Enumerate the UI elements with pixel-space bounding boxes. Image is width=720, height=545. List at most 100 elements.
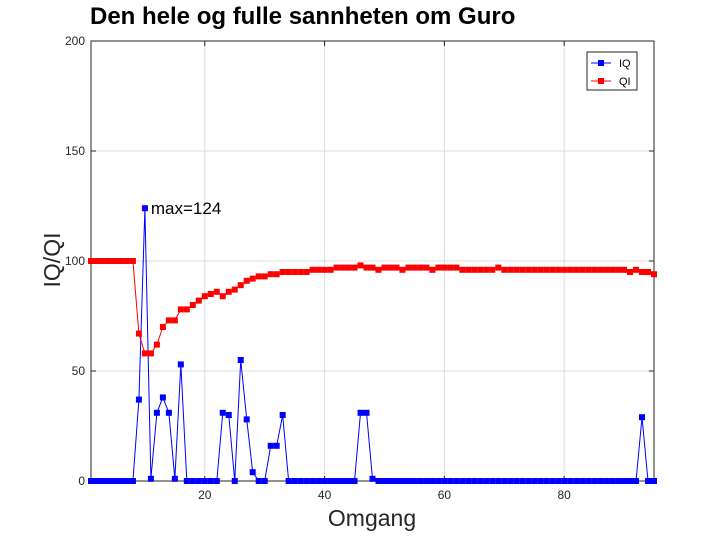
data-point-iq xyxy=(159,394,166,401)
data-point-iq xyxy=(483,478,490,484)
data-point-qi xyxy=(519,266,526,273)
data-point-qi xyxy=(357,262,364,269)
data-point-qi xyxy=(273,271,280,278)
data-point-qi xyxy=(531,266,538,273)
data-point-qi xyxy=(405,264,412,271)
data-point-iq xyxy=(321,478,328,484)
data-point-iq xyxy=(387,478,394,484)
legend-label-qi: QI xyxy=(619,76,631,88)
data-point-iq xyxy=(645,478,652,484)
data-point-iq xyxy=(123,478,130,484)
data-point-qi xyxy=(189,302,196,308)
data-point-iq xyxy=(405,478,412,484)
x-tick-label: 60 xyxy=(438,488,452,502)
data-point-qi xyxy=(429,266,436,273)
data-point-iq xyxy=(579,478,586,484)
data-point-qi xyxy=(495,264,502,271)
data-point-iq xyxy=(465,478,472,484)
data-point-qi xyxy=(393,264,400,271)
data-point-iq xyxy=(135,396,142,403)
data-point-qi xyxy=(99,258,106,264)
data-point-iq xyxy=(105,478,112,484)
data-point-iq xyxy=(393,478,400,484)
data-point-iq xyxy=(597,478,604,484)
data-point-qi xyxy=(321,266,328,273)
data-point-iq xyxy=(435,478,442,484)
data-point-qi xyxy=(645,269,652,275)
data-point-iq xyxy=(591,478,598,484)
data-point-qi xyxy=(477,266,484,273)
data-point-qi xyxy=(195,297,202,304)
data-point-qi xyxy=(435,264,442,271)
data-point-iq xyxy=(639,414,646,421)
data-point-iq xyxy=(381,478,388,484)
data-point-iq xyxy=(141,205,148,212)
data-point-qi xyxy=(375,266,382,273)
data-point-iq xyxy=(537,478,544,484)
data-point-qi xyxy=(129,258,136,264)
data-point-qi xyxy=(315,266,322,273)
data-point-qi xyxy=(351,264,358,271)
data-point-iq xyxy=(549,478,556,484)
data-point-qi xyxy=(639,269,646,275)
data-point-qi xyxy=(399,266,406,273)
series-iq xyxy=(88,205,657,484)
data-point-qi xyxy=(291,269,298,275)
data-point-iq xyxy=(369,475,376,482)
data-point-iq xyxy=(279,412,286,418)
data-point-qi xyxy=(447,264,454,271)
data-point-qi xyxy=(88,258,94,264)
x-tick-label: 40 xyxy=(318,488,332,502)
data-point-iq xyxy=(147,475,154,482)
data-point-qi xyxy=(261,273,268,280)
data-point-iq xyxy=(285,478,292,484)
data-point-qi xyxy=(231,286,238,293)
data-point-iq xyxy=(273,442,280,449)
x-tick-label: 80 xyxy=(557,488,571,502)
data-point-qi xyxy=(609,266,616,273)
data-point-qi xyxy=(135,330,142,337)
data-point-qi xyxy=(243,277,250,284)
data-point-iq xyxy=(99,478,106,484)
data-point-iq xyxy=(447,478,454,484)
data-point-iq xyxy=(249,469,256,476)
legend-marker-qi xyxy=(598,78,604,84)
data-point-qi xyxy=(165,317,172,324)
data-point-iq xyxy=(615,478,622,484)
data-point-qi xyxy=(285,269,292,275)
data-point-iq xyxy=(357,409,364,416)
data-point-iq xyxy=(441,478,448,484)
data-point-qi xyxy=(171,317,178,324)
y-tick-label: 50 xyxy=(72,364,86,378)
data-point-qi xyxy=(381,264,388,271)
data-point-iq xyxy=(651,478,657,484)
data-point-qi xyxy=(255,273,262,280)
data-point-iq xyxy=(399,478,406,484)
data-point-qi xyxy=(387,264,394,271)
data-point-iq xyxy=(453,478,460,484)
data-point-qi xyxy=(543,266,550,273)
data-point-qi xyxy=(453,264,460,271)
data-point-qi xyxy=(141,350,148,357)
data-point-qi xyxy=(471,266,478,273)
data-point-iq xyxy=(513,478,520,484)
data-point-iq xyxy=(309,478,316,484)
data-point-qi xyxy=(597,266,604,273)
x-tick-label: 20 xyxy=(198,488,212,502)
data-point-iq xyxy=(555,478,562,484)
data-point-iq xyxy=(375,478,382,484)
data-point-qi xyxy=(459,266,466,273)
data-point-qi xyxy=(507,266,514,273)
data-point-iq xyxy=(543,478,550,484)
data-point-qi xyxy=(309,266,316,273)
data-point-iq xyxy=(525,478,532,484)
y-axis-label: IQ/QI xyxy=(39,233,65,288)
data-point-qi xyxy=(327,266,334,273)
data-point-qi xyxy=(201,293,208,300)
data-point-iq xyxy=(561,478,568,484)
data-point-qi xyxy=(237,282,244,289)
x-axis-label: Omgang xyxy=(328,505,416,531)
data-point-iq xyxy=(471,478,478,484)
